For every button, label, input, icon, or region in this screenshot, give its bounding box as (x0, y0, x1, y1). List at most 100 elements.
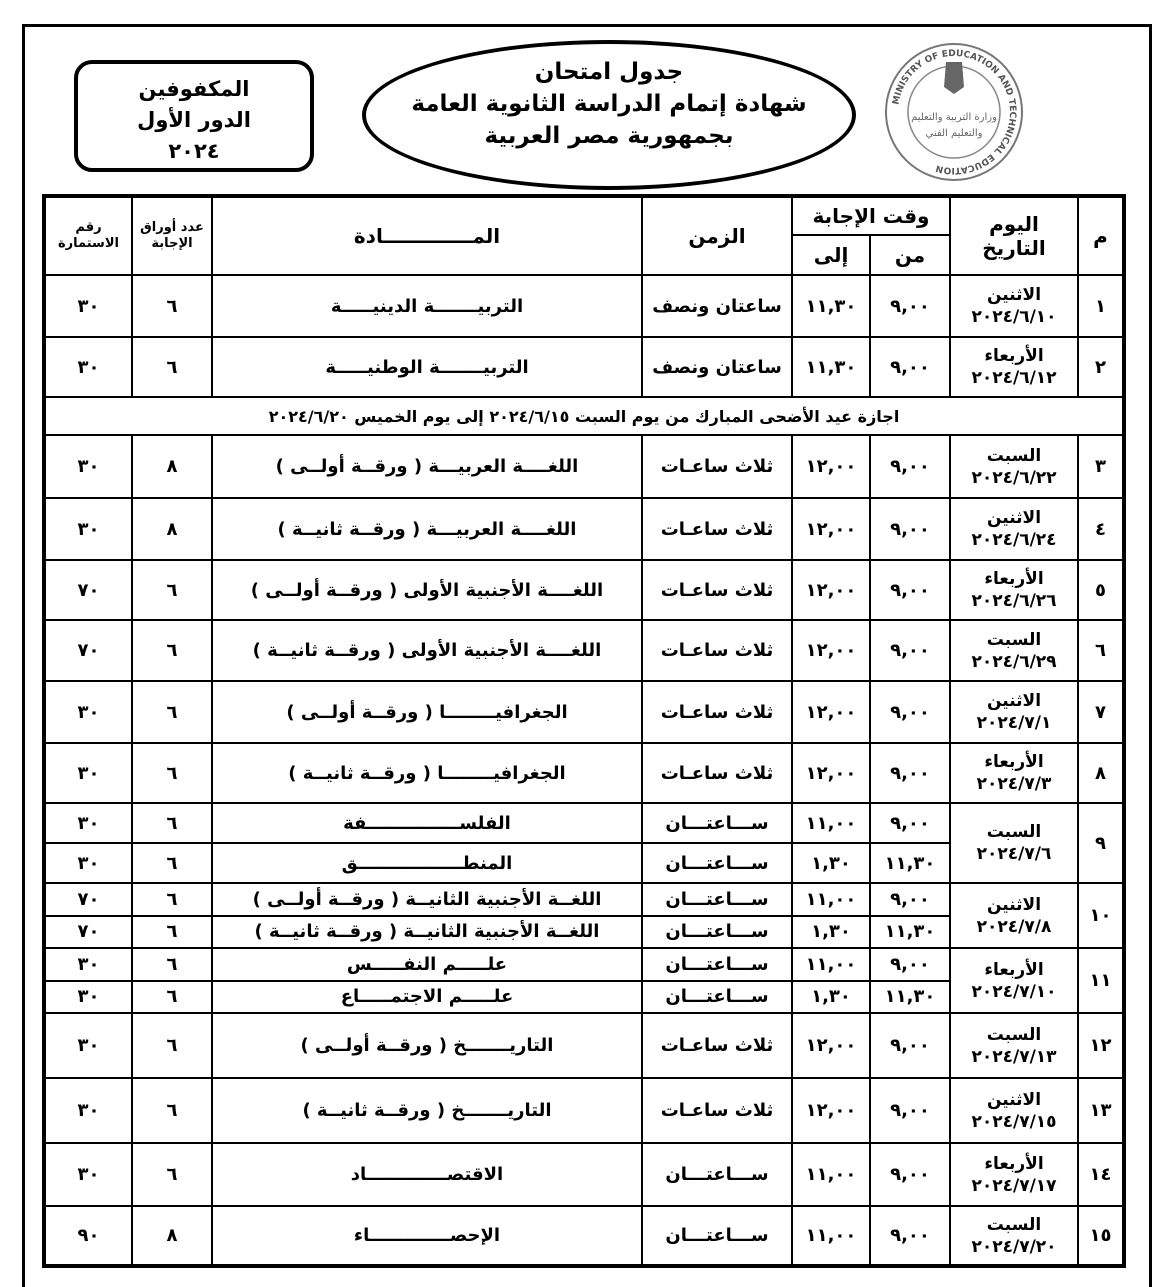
header-to: إلى (790, 234, 872, 276)
subject: الإحصـــــــــــــاء (211, 1205, 643, 1267)
subject: اللغــــة العربيـــة ( ورقــة ثانيــة ) (211, 497, 643, 561)
table-row: ١٠ الاثنين ٢٠٢٤/٧/٨ ٩,٠٠ ١١,٠٠ ســـاعتـــان ال… (43, 882, 1126, 949)
subject: المنطـــــــــــــــــق (211, 842, 643, 884)
header-duration: الزمن (641, 195, 793, 276)
answer-papers-count: ٦ (131, 680, 213, 744)
table-row: ١١,٣٠ ١,٣٠ ســـاعتـــان اللغــة الأجنبية ال… (43, 914, 1124, 949)
form-number: ٣٠ (43, 1012, 133, 1079)
subject: اللغــــة الأجنبية الأولى ( ورقــة أولــ… (211, 559, 643, 621)
duration: ثلاث ساعـات (641, 619, 793, 682)
subject: الجغرافيــــــــا ( ورقــة ثانيــة ) (211, 742, 643, 804)
duration: ســـاعتـــان (641, 842, 793, 884)
duration: ساعتان ونصف (641, 274, 793, 338)
from-time: ٩,٠٠ (869, 1077, 952, 1144)
header-from: من (869, 234, 952, 276)
exam-number: ٩ (1077, 802, 1126, 884)
from-time: ٩,٠٠ (869, 802, 952, 844)
answer-papers-count: ٨ (131, 497, 213, 561)
day-date-cell: الاثنين ٢٠٢٤/٧/٨ (949, 882, 1080, 949)
exam-number: ٨ (1077, 742, 1126, 804)
exam-number: ١١ (1077, 947, 1126, 1014)
form-number: ٧٠ (43, 882, 133, 917)
answer-papers-count: ٨ (131, 434, 213, 499)
answer-papers-count: ٦ (131, 914, 213, 949)
subject: اللغــة الأجنبية الثانيــة ( ورقــة أولـ… (211, 882, 643, 917)
subject: اللغــــة الأجنبية الأولى ( ورقــة ثانيـ… (211, 619, 643, 682)
to-time: ١١,٣٠ (790, 336, 872, 398)
svg-text:وزارة التربية والتعليم: وزارة التربية والتعليم (911, 112, 997, 123)
date: ٢٠٢٤/٧/٨ (976, 916, 1052, 937)
date: ٢٠٢٤/٦/٢٢ (971, 467, 1057, 488)
exam-number: ١٤ (1077, 1142, 1126, 1207)
ministry-logo: MINISTRY OF EDUCATION AND TECHNICAL EDUC… (885, 43, 1023, 181)
from-time: ٩,٠٠ (869, 947, 952, 982)
form-number: ٣٠ (43, 947, 133, 982)
table-row: ١٢ السبت ٢٠٢٤/٧/١٣ ٩,٠٠ ١٢,٠٠ ثلاث ساعـات التا… (43, 1012, 1126, 1079)
day: الأربعاء (984, 346, 1044, 366)
subject: علـــــم النفـــــس (211, 947, 643, 982)
day-date-cell: الاثنين ٢٠٢٤/٧/١ (949, 680, 1080, 744)
day-date-cell: الأربعاء ٢٠٢٤/٧/٣ (949, 742, 1080, 804)
table-row: ١٥ السبت ٢٠٢٤/٧/٢٠ ٩,٠٠ ١١,٠٠ ســـاعتـــان الإ… (43, 1205, 1126, 1267)
to-time: ١,٣٠ (790, 979, 872, 1014)
form-number: ٣٠ (43, 497, 133, 561)
table-row: ١١,٣٠ ١,٣٠ ســـاعتـــان المنطــــــــــــــ… (43, 842, 1124, 884)
day-date-cell: الأربعاء ٢٠٢٤/٧/١٧ (949, 1142, 1080, 1207)
day: السبت (986, 1024, 1042, 1045)
svg-text:والتعليم الفني: والتعليم الفني (926, 128, 983, 139)
subject: علـــــم الاجتمـــــاع (211, 979, 643, 1014)
answer-papers-count: ٦ (131, 802, 213, 844)
title-line-3: بجمهورية مصر العربية (484, 123, 734, 149)
exam-number: ٥ (1077, 559, 1126, 621)
table-row: ٢ الأربعاء ٢٠٢٤/٦/١٢ ٩,٠٠ ١١,٣٠ ساعتان ونصف ال… (43, 336, 1126, 398)
table-row: ١٣ الاثنين ٢٠٢٤/٧/١٥ ٩,٠٠ ١٢,٠٠ ثلاث ساعـات ال… (43, 1077, 1126, 1144)
from-time: ٩,٠٠ (869, 434, 952, 499)
to-time: ١١,٠٠ (790, 802, 872, 844)
to-time: ١,٣٠ (790, 914, 872, 949)
page-frame (22, 24, 1152, 1287)
from-time: ٩,٠٠ (869, 274, 952, 338)
table-row: ٩ السبت ٢٠٢٤/٧/٦ ٩,٠٠ ١١,٠٠ ســـاعتـــان الفلس… (43, 802, 1126, 884)
form-number: ٣٠ (43, 742, 133, 804)
duration: ثلاث ساعـات (641, 497, 793, 561)
date: ٢٠٢٤/٧/١٥ (971, 1111, 1057, 1132)
day-date-cell: الأربعاء ٢٠٢٤/٦/١٢ (949, 336, 1080, 398)
subject: الفلســـــــــــــــفة (211, 802, 643, 844)
day: الاثنين (986, 285, 1042, 305)
table-row: ١١,٣٠ ١,٣٠ ســـاعتـــان علـــــم الاجتمــــ… (43, 979, 1124, 1014)
day-date-cell: السبت ٢٠٢٤/٦/٢٢ (949, 434, 1080, 499)
day: الأربعاء (984, 959, 1044, 980)
from-time: ٩,٠٠ (869, 882, 952, 917)
answer-papers-count: ٦ (131, 336, 213, 398)
to-time: ١٢,٠٠ (790, 497, 872, 561)
answer-papers-count: ٦ (131, 619, 213, 682)
from-time: ٩,٠٠ (869, 742, 952, 804)
form-number: ٣٠ (43, 979, 133, 1014)
day: الأربعاء (984, 1153, 1044, 1174)
date: ٢٠٢٤/٦/٢٦ (971, 591, 1057, 611)
date: ٢٠٢٤/٧/٢٠ (971, 1236, 1057, 1257)
to-time: ١١,٠٠ (790, 1205, 872, 1267)
day: الاثنين (986, 894, 1042, 915)
duration: ثلاث ساعـات (641, 559, 793, 621)
form-number: ٧٠ (43, 914, 133, 949)
exam-number: ٧ (1077, 680, 1126, 744)
date: ٢٠٢٤/٦/١٢ (971, 368, 1057, 388)
category-label: المكفوفين (138, 77, 250, 101)
exam-number: ٤ (1077, 497, 1126, 561)
header-subject: المـــــــــــــادة (211, 195, 643, 276)
form-number: ٣٠ (43, 842, 133, 884)
table-row: ٥ الأربعاء ٢٠٢٤/٦/٢٦ ٩,٠٠ ١٢,٠٠ ثلاث ساعـات ال… (43, 559, 1126, 621)
exam-number: ٣ (1077, 434, 1126, 499)
table-row: ٧ الاثنين ٢٠٢٤/٧/١ ٩,٠٠ ١٢,٠٠ ثلاث ساعـات الجغ… (43, 680, 1126, 744)
form-number: ٣٠ (43, 1142, 133, 1207)
subject: الجغرافيــــــــا ( ورقــة أولــى ) (211, 680, 643, 744)
day-date-cell: الاثنين ٢٠٢٤/٦/٢٤ (949, 497, 1080, 561)
day: الأربعاء (984, 752, 1044, 772)
from-time: ٩,٠٠ (869, 1205, 952, 1267)
from-time: ١١,٣٠ (869, 979, 952, 1014)
date: ٢٠٢٤/٧/١٣ (971, 1046, 1057, 1067)
day: الأربعاء (984, 569, 1044, 589)
to-time: ١٢,٠٠ (790, 434, 872, 499)
duration: ثلاث ساعـات (641, 434, 793, 499)
